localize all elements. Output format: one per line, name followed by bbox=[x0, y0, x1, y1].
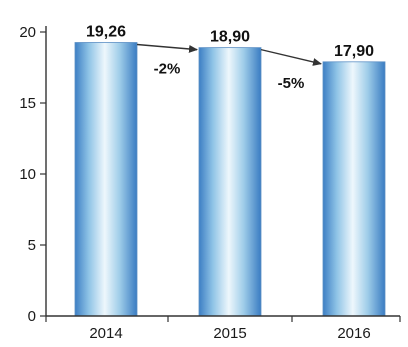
change-label-2015-2016: -5% bbox=[278, 75, 305, 92]
change-arrow-2014-2015 bbox=[136, 43, 198, 53]
value-label-2016: 17,90 bbox=[334, 43, 374, 60]
bar-2014 bbox=[74, 42, 138, 317]
x-tick-label-2016: 2016 bbox=[337, 325, 370, 342]
y-tick-label-10: 10 bbox=[19, 166, 36, 183]
x-tick-label-2014: 2014 bbox=[89, 325, 122, 342]
change-label-2014-2015: -2% bbox=[154, 61, 181, 78]
change-arrow-2015-2016 bbox=[260, 48, 322, 66]
bars-layer bbox=[74, 42, 386, 317]
change-annotations: -2% -5% bbox=[136, 43, 322, 92]
y-tick-label-20: 20 bbox=[19, 24, 36, 41]
value-label-2015: 18,90 bbox=[210, 29, 250, 46]
y-tick-label-15: 15 bbox=[19, 95, 36, 112]
x-tick-label-2015: 2015 bbox=[213, 325, 246, 342]
value-labels: 19,26 18,90 17,90 bbox=[86, 24, 374, 60]
value-label-2014: 19,26 bbox=[86, 24, 126, 41]
y-tick-label-5: 5 bbox=[28, 237, 36, 254]
x-axis: 2014 2015 2016 bbox=[45, 315, 401, 342]
y-tick-label-0: 0 bbox=[28, 308, 36, 325]
bar-2016 bbox=[322, 61, 386, 317]
y-axis: 0 5 10 15 20 bbox=[19, 24, 47, 325]
bar-2015 bbox=[198, 47, 262, 317]
